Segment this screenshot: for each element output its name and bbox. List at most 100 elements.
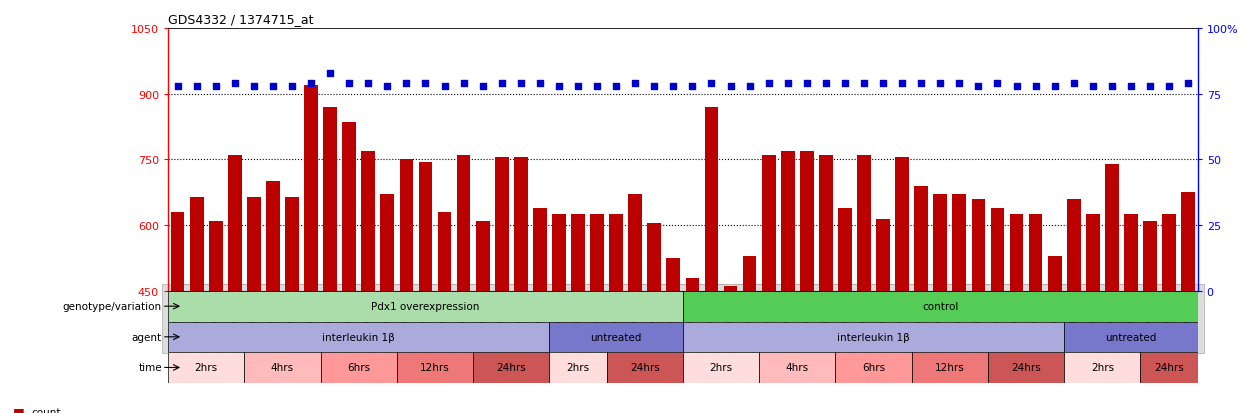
Bar <box>381 195 395 291</box>
Bar <box>911 352 989 383</box>
Point <box>416 81 436 87</box>
Bar <box>606 352 684 383</box>
Bar <box>781 151 794 291</box>
Point <box>606 83 626 90</box>
Point <box>1102 83 1122 90</box>
Bar <box>171 212 184 291</box>
Point <box>1083 83 1103 90</box>
Bar <box>952 195 966 291</box>
Bar <box>285 197 299 291</box>
Bar <box>1010 215 1023 291</box>
Point <box>835 81 855 87</box>
Bar <box>168 291 684 322</box>
Bar <box>209 221 223 291</box>
Bar <box>819 156 833 291</box>
Text: 4hrs: 4hrs <box>786 363 809 373</box>
Point <box>721 83 741 90</box>
Point <box>453 81 473 87</box>
Point <box>969 83 989 90</box>
Text: ■: ■ <box>12 405 24 413</box>
Point <box>396 81 416 87</box>
Bar <box>1064 322 1198 352</box>
Text: 2hrs: 2hrs <box>1091 363 1114 373</box>
Point <box>701 81 721 87</box>
Bar <box>1028 215 1042 291</box>
Bar <box>1106 164 1119 291</box>
Point <box>854 81 874 87</box>
Bar <box>321 352 397 383</box>
Point <box>740 83 759 90</box>
Point <box>1026 83 1046 90</box>
Bar <box>1067 199 1081 291</box>
Point <box>283 83 303 90</box>
Bar <box>1140 352 1198 383</box>
Text: 2hrs: 2hrs <box>710 363 732 373</box>
Bar <box>590 215 604 291</box>
Text: 24hrs: 24hrs <box>630 363 660 373</box>
Bar <box>705 107 718 291</box>
Bar <box>762 156 776 291</box>
Point <box>568 83 588 90</box>
Bar <box>514 158 528 291</box>
Point <box>1120 83 1140 90</box>
Point <box>1178 81 1198 87</box>
Bar <box>244 352 321 383</box>
Bar <box>552 215 565 291</box>
Point <box>987 81 1007 87</box>
Point <box>263 83 283 90</box>
Point <box>778 81 798 87</box>
Point <box>873 81 893 87</box>
Point <box>510 81 530 87</box>
Text: agent: agent <box>132 332 162 342</box>
Text: Pdx1 overexpression: Pdx1 overexpression <box>371 301 479 311</box>
Point <box>930 81 950 87</box>
Point <box>1045 83 1064 90</box>
Bar <box>533 208 547 291</box>
Text: genotype/variation: genotype/variation <box>62 301 162 311</box>
Text: 12hrs: 12hrs <box>420 363 449 373</box>
Bar <box>895 158 909 291</box>
Bar <box>759 352 835 383</box>
Text: GDS4332 / 1374715_at: GDS4332 / 1374715_at <box>168 13 314 26</box>
Bar <box>609 215 622 291</box>
Text: 6hrs: 6hrs <box>862 363 885 373</box>
Bar <box>914 186 928 291</box>
Bar <box>1048 256 1062 291</box>
Bar <box>304 86 317 291</box>
Bar <box>684 322 1064 352</box>
Text: control: control <box>923 301 959 311</box>
Point <box>225 81 245 87</box>
Bar <box>723 287 737 291</box>
Bar <box>549 352 606 383</box>
Bar <box>1064 352 1140 383</box>
Bar <box>686 278 700 291</box>
Text: 2hrs: 2hrs <box>194 363 218 373</box>
Text: untreated: untreated <box>590 332 642 342</box>
Bar <box>228 156 242 291</box>
Bar <box>571 215 585 291</box>
Point <box>815 81 835 87</box>
Point <box>588 83 608 90</box>
Bar <box>838 208 852 291</box>
Bar <box>324 107 337 291</box>
Point <box>205 83 225 90</box>
Bar <box>801 151 814 291</box>
Bar <box>168 322 549 352</box>
Bar <box>989 352 1064 383</box>
Bar <box>1182 193 1195 291</box>
Bar <box>876 219 890 291</box>
Point <box>435 83 454 90</box>
Text: 24hrs: 24hrs <box>1011 363 1041 373</box>
Point <box>530 81 550 87</box>
Bar <box>1143 221 1157 291</box>
Bar <box>189 197 203 291</box>
Text: 24hrs: 24hrs <box>497 363 527 373</box>
Point <box>473 83 493 90</box>
Text: interleukin 1β: interleukin 1β <box>837 332 910 342</box>
Bar <box>684 291 1198 322</box>
Bar <box>549 322 684 352</box>
Bar <box>1124 215 1138 291</box>
Point <box>625 81 645 87</box>
Text: 24hrs: 24hrs <box>1154 363 1184 373</box>
Bar <box>857 156 872 291</box>
